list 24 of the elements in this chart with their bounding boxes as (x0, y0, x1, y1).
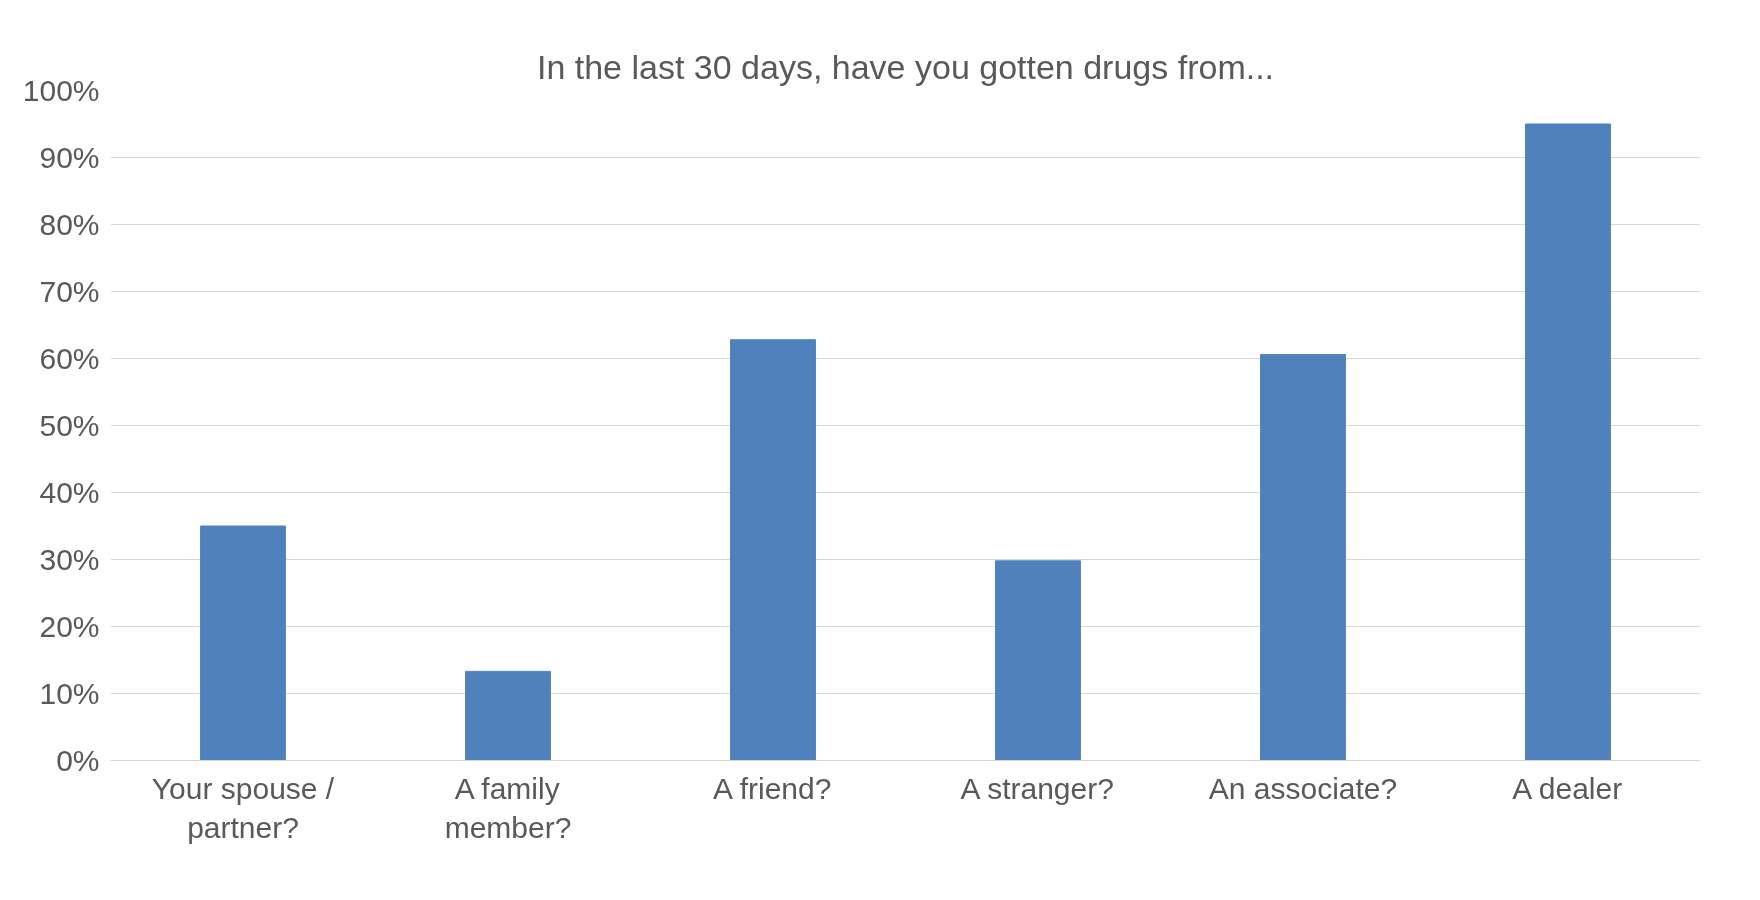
bar (1525, 123, 1611, 761)
bar (200, 525, 286, 761)
y-tick-label: 100% (22, 74, 100, 107)
x-tick-label: A family member? (444, 771, 572, 845)
y-tick-label: 10% (39, 677, 100, 710)
y-tick-label: 40% (39, 476, 100, 509)
y-tick-label: 0% (56, 744, 100, 777)
bar (730, 339, 816, 761)
bar (1260, 353, 1346, 761)
y-tick-label: 60% (39, 342, 100, 375)
x-tick-label: A friend? (712, 771, 832, 805)
y-tick-label: 80% (39, 208, 100, 241)
y-tick-label: 20% (39, 610, 100, 643)
chart-title: In the last 30 days, have you gotten drugs from... (536, 47, 1275, 86)
y-tick-label: 50% (39, 409, 100, 442)
y-tick-label: 30% (39, 543, 100, 576)
x-tick-label: A stranger? (960, 771, 1114, 805)
bar (465, 670, 551, 761)
bar (995, 560, 1081, 761)
x-tick-label: Your spouse / partner? (151, 771, 335, 845)
x-tick-label: An associate? (1208, 771, 1398, 805)
x-tick-label: A dealer (1512, 771, 1623, 805)
y-tick-label: 90% (39, 141, 100, 174)
y-tick-label: 70% (39, 275, 100, 308)
